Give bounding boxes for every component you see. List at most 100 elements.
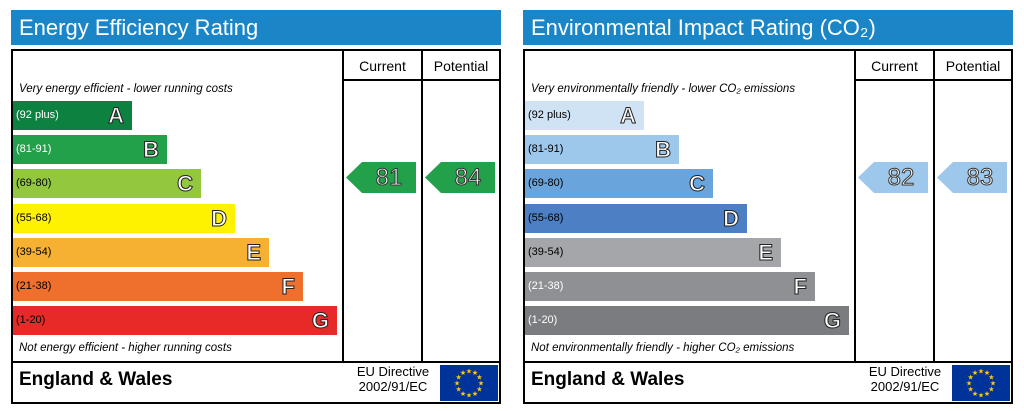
- arrow-shape: [858, 162, 928, 194]
- current-rating-value: 81: [375, 164, 403, 192]
- band-b: (81-91) B: [13, 135, 167, 165]
- band-letter: B: [143, 137, 160, 163]
- eu-star-icon: ★: [476, 374, 482, 382]
- potential-rating-arrow: 83: [937, 162, 1007, 194]
- current-column-header: Current: [359, 58, 406, 74]
- eu-star-icon: ★: [978, 368, 984, 376]
- header-underline: [342, 79, 499, 81]
- current-rating-value: 82: [887, 164, 915, 192]
- band-f: (21-38) F: [13, 272, 303, 301]
- potential-rating-value: 83: [966, 164, 994, 192]
- band-d: (55-68) D: [13, 203, 235, 233]
- eu-star-icon: ★: [478, 380, 484, 388]
- eu-star-icon: ★: [460, 390, 466, 398]
- band-range-label: (69-80): [528, 177, 564, 190]
- eu-star-icon: ★: [984, 390, 990, 398]
- directive-line-1: EU Directive: [868, 364, 942, 379]
- environmental-impact-panel: Environmental Impact Rating (CO₂) Curren…: [523, 10, 1013, 404]
- divider-current: [854, 51, 856, 363]
- directive-line-2: 2002/91/EC: [358, 379, 428, 394]
- region-label: England & Wales: [19, 369, 173, 390]
- current-rating-arrow: 81: [346, 162, 416, 194]
- band-letter: A: [620, 103, 637, 129]
- eu-star-icon: ★: [967, 374, 973, 382]
- eu-star-icon: ★: [988, 374, 994, 382]
- eu-star-icon: ★: [472, 390, 478, 398]
- band-letter: G: [311, 308, 329, 334]
- eu-star-icon: ★: [988, 386, 994, 394]
- band-a: (92 plus) A: [525, 101, 644, 130]
- eu-star-icon: ★: [972, 369, 978, 377]
- current-column-header: Current: [871, 58, 918, 74]
- current-rating-arrow: 82: [858, 162, 928, 194]
- band-c: (69-80) C: [13, 169, 201, 199]
- eu-star-icon: ★: [967, 386, 973, 394]
- potential-column-header: Potential: [945, 58, 1001, 74]
- panel-title: Environmental Impact Rating (CO₂): [523, 10, 1013, 45]
- divider-potential: [421, 51, 423, 363]
- band-b: (81-91) B: [525, 135, 679, 165]
- band-range-label: (81-91): [528, 143, 564, 156]
- band-range-label: (69-80): [16, 177, 52, 190]
- band-range-label: (81-91): [16, 143, 52, 156]
- arrow-shape: [425, 162, 495, 194]
- eu-directive: EU Directive 2002/91/EC: [859, 364, 951, 394]
- eu-star-icon: ★: [455, 386, 461, 394]
- footer-divider: [13, 361, 499, 363]
- potential-column-header: Potential: [433, 58, 489, 74]
- eu-star-icon: ★: [472, 369, 478, 377]
- header-underline: [854, 79, 1011, 81]
- band-letter: E: [758, 239, 774, 265]
- band-letter: A: [108, 103, 125, 129]
- bottom-note: Not energy efficient - higher running co…: [19, 342, 232, 354]
- band-f: (21-38) F: [525, 272, 815, 301]
- band-d: (55-68) D: [525, 203, 747, 233]
- band-e: (39-54) E: [13, 237, 269, 267]
- panel-title: Energy Efficiency Rating: [11, 10, 501, 45]
- directive-line-1: EU Directive: [356, 364, 430, 379]
- eu-flag-icon: ★ ★ ★ ★ ★ ★ ★ ★ ★ ★ ★ ★: [952, 365, 1010, 401]
- band-letter: E: [246, 239, 262, 265]
- band-range-label: (92 plus): [16, 109, 59, 121]
- band-c: (69-80) C: [525, 169, 713, 199]
- eu-directive: EU Directive 2002/91/EC: [347, 364, 439, 394]
- band-range-label: (55-68): [16, 211, 52, 224]
- band-range-label: (1-20): [528, 314, 558, 327]
- potential-rating-value: 84: [454, 164, 482, 192]
- band-letter: B: [655, 137, 672, 163]
- rating-chart-body: Current Potential Very energy efficient …: [11, 49, 501, 404]
- band-a: (92 plus) A: [13, 101, 132, 130]
- band-letter: G: [823, 308, 841, 334]
- top-note: Very environmentally friendly - lower CO…: [531, 83, 796, 95]
- eu-star-icon: ★: [476, 386, 482, 394]
- band-range-label: (21-38): [16, 280, 52, 292]
- eu-star-icon: ★: [990, 380, 996, 388]
- band-g: (1-20) G: [525, 306, 849, 336]
- divider-current: [342, 51, 344, 363]
- rating-chart-body: Current Potential Very environmentally f…: [523, 49, 1013, 404]
- band-range-label: (39-54): [16, 245, 52, 258]
- band-letter: C: [689, 171, 706, 197]
- band-e: (39-54) E: [525, 237, 781, 267]
- eu-flag-icon: ★ ★ ★ ★ ★ ★ ★ ★ ★ ★ ★ ★: [440, 365, 498, 401]
- band-range-label: (92 plus): [528, 109, 571, 121]
- eu-star-icon: ★: [966, 380, 972, 388]
- band-letter: D: [723, 205, 740, 231]
- band-range-label: (39-54): [528, 245, 564, 258]
- eu-star-icon: ★: [984, 369, 990, 377]
- divider-potential: [933, 51, 935, 363]
- eu-star-icon: ★: [978, 392, 984, 400]
- arrow-shape: [937, 162, 1007, 194]
- directive-line-2: 2002/91/EC: [870, 379, 940, 394]
- energy-efficiency-panel: Energy Efficiency Rating Current Potenti…: [11, 10, 501, 404]
- band-range-label: (21-38): [528, 280, 564, 292]
- eu-star-icon: ★: [454, 380, 460, 388]
- eu-star-icon: ★: [466, 368, 472, 376]
- band-letter: F: [793, 274, 807, 300]
- band-letter: C: [177, 171, 194, 197]
- eu-star-icon: ★: [466, 392, 472, 400]
- eu-star-icon: ★: [455, 374, 461, 382]
- band-range-label: (55-68): [528, 211, 564, 224]
- band-g: (1-20) G: [13, 306, 337, 336]
- eu-star-icon: ★: [972, 390, 978, 398]
